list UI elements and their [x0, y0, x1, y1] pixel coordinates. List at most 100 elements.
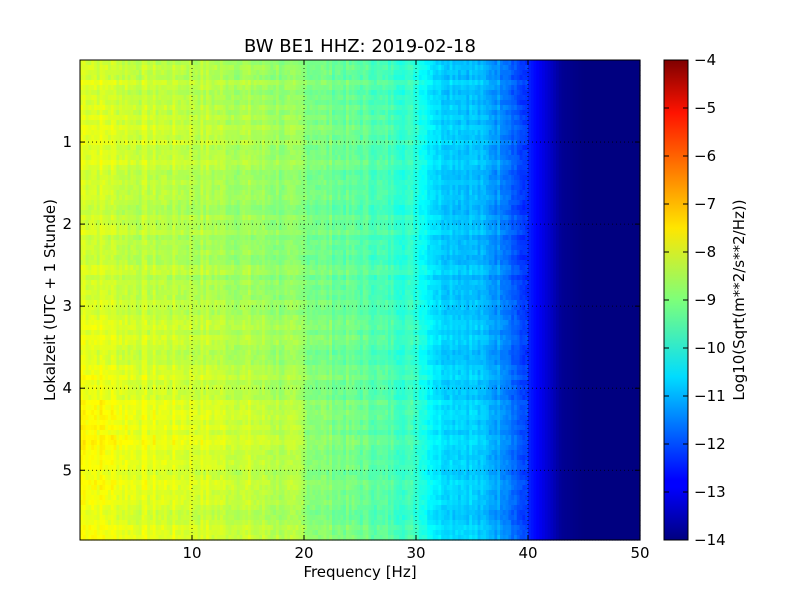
- heatmap-cell: [435, 60, 439, 66]
- heatmap-cell: [178, 70, 182, 76]
- heatmap-cell: [544, 75, 549, 81]
- heatmap-cell: [88, 70, 92, 76]
- heatmap-cell: [530, 80, 535, 86]
- heatmap-cell: [575, 60, 579, 66]
- heatmap-cell: [458, 70, 462, 76]
- heatmap-cell: [581, 75, 585, 81]
- heatmap-cell: [502, 60, 507, 66]
- heatmap-cell: [136, 65, 140, 71]
- heatmap-cell: [96, 80, 101, 86]
- heatmap-cell: [222, 70, 227, 76]
- heatmap-cell: [634, 60, 638, 66]
- heatmap-cell: [542, 80, 546, 86]
- heatmap-cell: [287, 70, 291, 76]
- heatmap-cell: [298, 70, 302, 76]
- heatmap-cell: [155, 60, 159, 66]
- heatmap-cell: [550, 75, 554, 81]
- heatmap-cell: [365, 75, 369, 81]
- heatmap-cell: [505, 75, 509, 81]
- heatmap-cell: [362, 70, 367, 76]
- heatmap-cell: [491, 80, 495, 86]
- heatmap-cell: [220, 70, 224, 76]
- heatmap-cell: [108, 60, 112, 66]
- heatmap-cell: [222, 85, 227, 91]
- heatmap-cell: [351, 75, 355, 81]
- heatmap-cell: [491, 70, 495, 76]
- heatmap-cell: [178, 75, 182, 81]
- heatmap-cell: [581, 70, 585, 76]
- heatmap-cell: [161, 90, 165, 96]
- heatmap-cell: [628, 80, 633, 86]
- heatmap-cell: [169, 85, 173, 91]
- heatmap-cell: [623, 65, 627, 71]
- heatmap-cell: [536, 75, 540, 81]
- heatmap-cell: [130, 85, 134, 91]
- heatmap-cell: [169, 90, 173, 96]
- heatmap-cell: [332, 65, 336, 71]
- heatmap-cell: [497, 80, 501, 86]
- heatmap-cell: [138, 60, 143, 66]
- heatmap-cell: [637, 65, 641, 71]
- heatmap-cell: [360, 65, 364, 71]
- heatmap-cell: [245, 80, 249, 86]
- heatmap-cell: [354, 85, 358, 91]
- heatmap-cell: [421, 75, 425, 81]
- heatmap-cell: [144, 85, 148, 91]
- heatmap-cell: [278, 75, 283, 81]
- heatmap-cell: [80, 75, 84, 81]
- heatmap-cell: [80, 65, 84, 71]
- heatmap-cell: [180, 90, 185, 96]
- heatmap-cell: [474, 65, 479, 71]
- heatmap-cell: [430, 60, 434, 66]
- heatmap-cell: [432, 70, 437, 76]
- heatmap-cell: [399, 80, 403, 86]
- heatmap-cell: [516, 70, 521, 76]
- heatmap-cell: [287, 80, 291, 86]
- heatmap-cell: [514, 70, 518, 76]
- heatmap-cell: [245, 90, 249, 96]
- heatmap-cell: [105, 75, 109, 81]
- heatmap-cell: [278, 85, 283, 91]
- heatmap-cell: [491, 65, 495, 71]
- heatmap-cell: [200, 85, 204, 91]
- heatmap-cell: [528, 65, 532, 71]
- heatmap-cell: [340, 75, 344, 81]
- heatmap-cell: [508, 85, 512, 91]
- heatmap-cell: [634, 70, 638, 76]
- heatmap-cell: [480, 80, 484, 86]
- heatmap-cell: [539, 65, 543, 71]
- heatmap-cell: [102, 65, 106, 71]
- heatmap-cell: [197, 85, 201, 91]
- heatmap-cell: [382, 75, 386, 81]
- heatmap-cell: [539, 75, 543, 81]
- heatmap-cell: [309, 75, 313, 81]
- heatmap-cell: [388, 75, 392, 81]
- heatmap-cell: [105, 80, 109, 86]
- heatmap-cell: [102, 60, 106, 66]
- heatmap-cell: [413, 75, 417, 81]
- heatmap-cell: [326, 85, 330, 91]
- heatmap-cell: [362, 65, 367, 71]
- heatmap-cell: [292, 80, 297, 86]
- heatmap-cell: [133, 75, 137, 81]
- heatmap-cell: [108, 65, 112, 71]
- heatmap-cell: [623, 60, 627, 66]
- heatmap-cell: [525, 65, 529, 71]
- heatmap-cell: [281, 60, 285, 66]
- heatmap-cell: [208, 65, 213, 71]
- heatmap-cell: [292, 70, 297, 76]
- heatmap-cell: [144, 75, 148, 81]
- heatmap-cell: [122, 60, 126, 66]
- heatmap-cell: [547, 85, 551, 91]
- heatmap-cell: [452, 60, 456, 66]
- heatmap-cell: [424, 85, 428, 91]
- heatmap-cell: [500, 60, 504, 66]
- heatmap-cell: [329, 90, 333, 96]
- heatmap-cell: [309, 70, 313, 76]
- heatmap-cell: [192, 65, 196, 71]
- heatmap-cell: [413, 85, 417, 91]
- heatmap-cell: [108, 70, 112, 76]
- heatmap-cell: [466, 60, 470, 66]
- heatmap-cell: [444, 75, 448, 81]
- heatmap-cell: [267, 75, 271, 81]
